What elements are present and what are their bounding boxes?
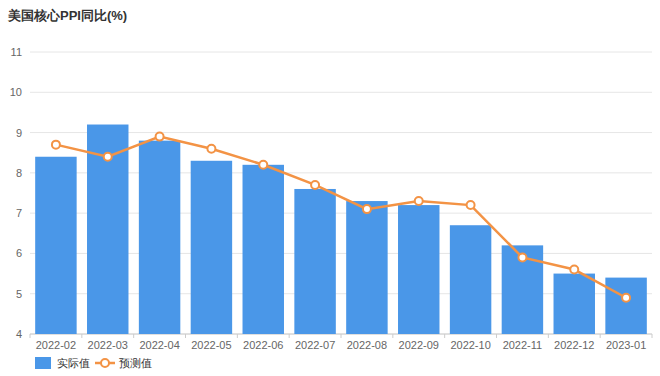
x-tick-label: 2022-11 — [503, 339, 543, 351]
chart: 美国核心PPI同比(%) 4 5 6 7 8 9 10 11 2022-02 2022-03 2022… — [0, 0, 660, 376]
y-tick-label: 5 — [16, 288, 22, 300]
marker — [311, 181, 319, 189]
x-tick-label: 2022-02 — [36, 339, 76, 351]
x-tick — [185, 334, 186, 338]
bar — [35, 157, 76, 334]
legend-swatch — [101, 359, 109, 367]
x-tick — [133, 334, 134, 338]
y-tick-label: 6 — [16, 247, 22, 259]
y-tick-label: 10 — [10, 86, 22, 98]
y-tick-label: 4 — [16, 328, 22, 340]
legend-swatch — [35, 357, 51, 369]
x-tick — [81, 334, 82, 338]
marker — [104, 153, 112, 161]
x-tick — [496, 334, 497, 338]
marker — [570, 266, 578, 274]
marker — [467, 201, 475, 209]
x-tick — [444, 334, 445, 338]
x-tick — [341, 334, 342, 338]
x-tick-label: 2023-01 — [606, 339, 646, 351]
title: 美国核心PPI同比(%) — [7, 8, 127, 23]
bar — [139, 141, 180, 334]
bar — [346, 201, 387, 334]
marker — [363, 205, 371, 213]
x-tick-label: 2022-06 — [243, 339, 283, 351]
plot-area — [35, 125, 647, 334]
marker — [415, 197, 423, 205]
y-tick-label: 9 — [16, 127, 22, 139]
x-tick — [392, 334, 393, 338]
marker — [622, 294, 630, 302]
x-tick-label: 2022-07 — [295, 339, 335, 351]
bar — [87, 125, 128, 334]
marker — [207, 145, 215, 153]
bar — [450, 225, 491, 334]
bar — [502, 245, 543, 334]
bar — [191, 161, 232, 334]
bar — [294, 189, 335, 334]
y-tick-label: 7 — [16, 207, 22, 219]
grid-line — [30, 92, 652, 93]
line — [56, 137, 626, 298]
x-tick-label: 2022-05 — [191, 339, 231, 351]
legend-label: 预测值 — [119, 357, 152, 369]
x-tick — [289, 334, 290, 338]
y-tick-label: 11 — [11, 46, 22, 58]
x-tick — [652, 334, 653, 338]
y-tick-label: 8 — [16, 167, 22, 179]
x-tick — [548, 334, 549, 338]
x-tick — [237, 334, 238, 338]
marker — [259, 161, 267, 169]
x-tick-label: 2022-10 — [450, 339, 490, 351]
bar — [243, 165, 284, 334]
marker — [156, 133, 164, 141]
x-tick-label: 2022-04 — [139, 339, 179, 351]
bar — [554, 274, 595, 334]
x-tick — [30, 334, 31, 338]
x-tick-label: 2022-03 — [88, 339, 128, 351]
x-tick — [600, 334, 601, 338]
marker — [518, 253, 526, 261]
x-tick-label: 2022-09 — [399, 339, 439, 351]
bar — [605, 278, 646, 334]
bar — [398, 205, 439, 334]
x-tick-label: 2022-08 — [347, 339, 387, 351]
marker — [52, 141, 60, 149]
x-tick-label: 2022-12 — [554, 339, 594, 351]
legend-label: 实际值 — [57, 357, 90, 369]
grid-line — [30, 52, 652, 53]
